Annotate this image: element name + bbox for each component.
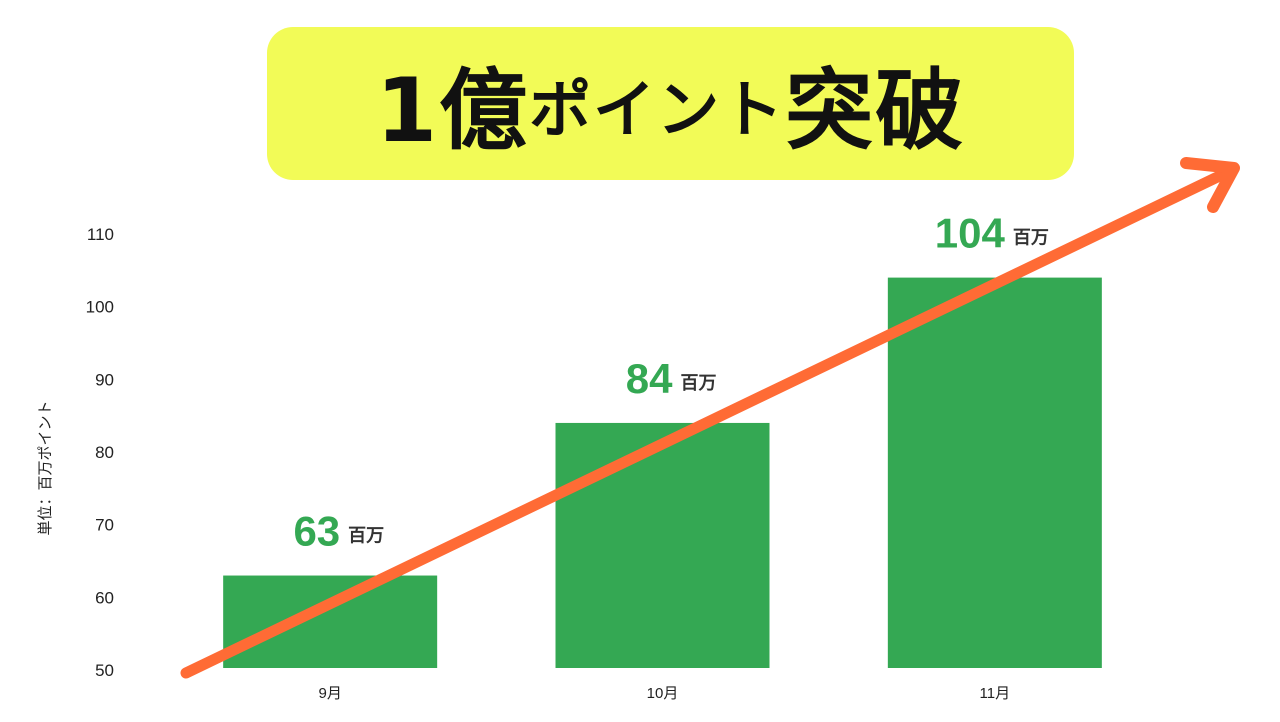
bar-11月	[887, 277, 1102, 668]
y-tick-label: 60	[95, 588, 114, 607]
value-labels: 63 百万 84 百万 104 百万	[293, 210, 1048, 555]
y-tick-label: 90	[95, 370, 114, 389]
x-tick-label: 10月	[647, 685, 679, 702]
x-tick-label: 11月	[980, 685, 1011, 702]
value-unit-label: 百万	[681, 373, 717, 394]
value-label: 63	[293, 508, 340, 555]
y-tick-label: 80	[95, 443, 114, 462]
value-unit-label: 百万	[348, 526, 384, 547]
trend-arrow-head	[1180, 157, 1240, 213]
bar-9月	[223, 575, 438, 668]
trend-arrow-shaft	[180, 164, 1238, 679]
value-unit-label: 百万	[1013, 228, 1049, 249]
y-tick-label: 70	[95, 516, 114, 535]
x-axis-labels: 9月 10月 11月	[318, 685, 1010, 702]
bar-10月	[555, 422, 770, 668]
value-label: 104	[935, 210, 1006, 257]
y-axis-title: 単位：百万ポイント	[36, 400, 54, 535]
y-axis-ticks: 50 60 70 80 90 100 110	[86, 225, 114, 680]
x-tick-label: 9月	[318, 685, 341, 702]
trend-arrow	[180, 157, 1240, 679]
headline-middle: ポイント	[529, 72, 786, 146]
value-label: 84	[626, 355, 673, 402]
headline-prefix: 1億	[375, 59, 530, 162]
headline-banner: 1億 ポイント 突破	[267, 27, 1074, 180]
y-tick-label: 50	[95, 661, 114, 680]
y-tick-label: 100	[86, 298, 114, 317]
headline-suffix: 突破	[785, 59, 966, 162]
y-tick-label: 110	[87, 225, 114, 244]
bars-group	[223, 277, 1102, 668]
